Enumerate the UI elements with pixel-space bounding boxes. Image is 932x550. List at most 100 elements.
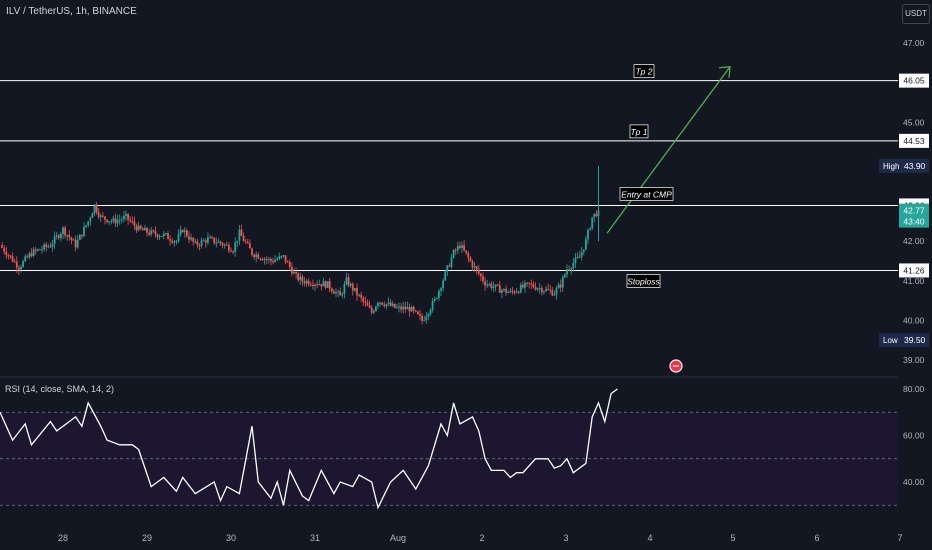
candle-body xyxy=(141,228,144,231)
projection-arrow xyxy=(606,66,731,234)
candle-body xyxy=(425,316,428,320)
candle-body xyxy=(549,289,552,291)
candle-body xyxy=(68,234,71,238)
candle-body xyxy=(251,248,253,255)
candle-body xyxy=(360,294,363,298)
candle-body xyxy=(177,234,180,242)
candle-body xyxy=(196,241,199,246)
candle-body xyxy=(291,266,293,274)
candle-body xyxy=(162,233,165,237)
candle-body xyxy=(125,213,127,216)
level-tag-box xyxy=(629,124,649,139)
candle-body xyxy=(64,227,66,236)
level-price-tag-text: 44.53 xyxy=(903,136,925,146)
rsi-tick-label: 40.00 xyxy=(903,477,925,487)
candle-body xyxy=(72,239,75,241)
candle-body xyxy=(324,281,327,288)
candle-body xyxy=(330,288,333,292)
candle-body xyxy=(270,258,272,262)
level-tags: Tp 2 Tp 1 Entry at CMP Stoploss xyxy=(619,64,674,288)
candle-body xyxy=(551,290,554,296)
candle-body xyxy=(501,290,503,293)
low-tag-label: Low xyxy=(883,336,898,345)
candle-body xyxy=(450,257,453,267)
candle-body xyxy=(511,290,514,292)
candle-body xyxy=(116,219,119,224)
candle-body xyxy=(593,213,596,218)
candle-body xyxy=(295,272,297,274)
candle-body xyxy=(286,261,289,263)
rsi-tick-label: 80.00 xyxy=(903,384,925,394)
candle-body xyxy=(423,319,426,321)
time-tick-label: 4 xyxy=(647,533,652,543)
candle-body xyxy=(154,231,157,235)
candle-body xyxy=(335,292,337,294)
candle-body xyxy=(209,237,211,239)
candle-body xyxy=(45,244,48,247)
candle-body xyxy=(454,250,457,252)
currency-button[interactable]: USDT xyxy=(902,4,930,24)
candle-body xyxy=(389,302,392,306)
candle-body xyxy=(93,204,96,214)
candle-body xyxy=(156,234,159,238)
candle-body xyxy=(427,314,430,317)
candle-body xyxy=(326,281,329,288)
candle-body xyxy=(362,297,365,302)
candle-body xyxy=(91,213,94,218)
last-price-tag xyxy=(899,203,929,228)
price-tick-label: 42.00 xyxy=(903,236,925,246)
candle-body xyxy=(192,237,195,242)
time-axis: 28 29 30 31 Aug 2 3 4 5 6 7 xyxy=(58,533,903,543)
candle-body xyxy=(444,271,447,281)
signal-icon xyxy=(669,359,683,373)
candle-body xyxy=(452,250,455,258)
candle-body xyxy=(498,285,501,293)
candle-body xyxy=(186,230,188,237)
candle-body xyxy=(519,284,522,293)
candle-body xyxy=(89,217,92,222)
candle-body xyxy=(570,268,573,270)
candle-body xyxy=(381,302,384,305)
candle-body xyxy=(316,284,318,286)
candle-body xyxy=(152,230,155,232)
candle-body xyxy=(572,263,575,269)
candle-body xyxy=(137,225,140,231)
level-price-tag xyxy=(899,133,929,148)
candle-body xyxy=(585,239,587,250)
candle-body xyxy=(368,305,371,308)
candle-body xyxy=(53,236,56,245)
candle-body xyxy=(32,249,35,257)
level-price-tag xyxy=(899,263,929,278)
time-tick-label: 3 xyxy=(563,533,568,543)
candle-body xyxy=(217,241,220,243)
candle-body xyxy=(345,277,348,285)
level-tag-box xyxy=(619,187,674,201)
candle-body xyxy=(232,251,234,253)
candle-body xyxy=(171,240,174,243)
candle-body xyxy=(133,221,136,226)
candle-body xyxy=(312,284,314,286)
candle-body xyxy=(553,294,556,296)
candle-body xyxy=(280,256,283,258)
candle-body xyxy=(1,245,3,248)
candle-body xyxy=(70,237,73,241)
candle-body xyxy=(507,292,510,294)
candle-body xyxy=(51,244,54,247)
candle-body xyxy=(123,215,125,220)
candle-body xyxy=(578,256,581,258)
symbol-title: ILV / TetherUS, 1h, BINANCE xyxy=(6,6,137,17)
candle-body xyxy=(456,245,459,251)
candle-body xyxy=(339,291,342,296)
candle-body xyxy=(49,246,52,248)
candle-body xyxy=(328,281,331,289)
candle-body xyxy=(459,245,461,248)
candle-body xyxy=(179,230,182,235)
candle-body xyxy=(114,218,117,224)
candle-body xyxy=(106,219,108,223)
candle-body xyxy=(215,242,218,244)
candle-body xyxy=(349,283,352,286)
candle-body xyxy=(337,291,339,293)
candle-body xyxy=(383,304,386,307)
high-tag-label: High xyxy=(883,162,899,171)
candle-body xyxy=(364,301,367,303)
